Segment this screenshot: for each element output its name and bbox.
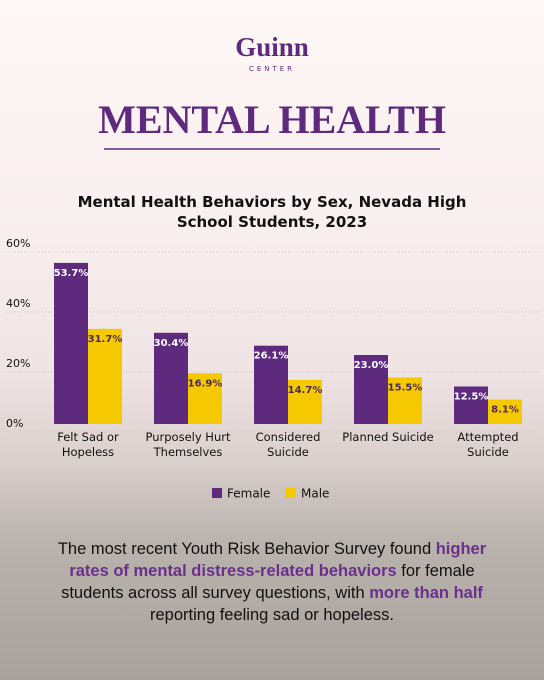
bar: [288, 379, 322, 424]
bar: [388, 377, 422, 424]
chart-title: Mental Health Behaviors by Sex, Nevada H…: [77, 193, 467, 231]
caption-text: reporting feeling sad or hopeless.: [150, 606, 394, 624]
bar: [454, 386, 488, 424]
value-label: 31.7%: [88, 334, 123, 345]
value-label: 26.1%: [254, 351, 289, 362]
caption-highlight: more than half: [369, 584, 483, 602]
caption-highlight: higher rates of mental distress-related …: [69, 540, 487, 580]
x-tick-label: Planned Suicide: [342, 430, 434, 444]
headline: MENTAL HEALTH: [98, 97, 446, 142]
value-label: 14.7%: [288, 385, 323, 396]
x-tick-label: Considered Suicide: [255, 430, 321, 459]
bar: [354, 355, 388, 424]
y-tick-label: 20%: [6, 357, 30, 370]
value-label: 53.7%: [54, 268, 89, 279]
legend-swatch: [212, 488, 222, 498]
caption-text: The most recent Youth Risk Behavior Surv…: [57, 540, 436, 558]
value-label: 15.5%: [388, 383, 423, 394]
y-tick-label: 60%: [6, 237, 30, 250]
caption: The most recent Youth Risk Behavior Surv…: [40, 538, 504, 626]
logo-sub: CENTER: [249, 65, 295, 73]
caption-text: for female students across all survey qu…: [61, 562, 475, 602]
value-label: 23.0%: [354, 360, 389, 371]
bar: [188, 373, 222, 424]
value-label: 12.5%: [454, 392, 489, 403]
value-label: 8.1%: [491, 405, 519, 416]
value-label: 30.4%: [154, 338, 189, 349]
y-tick-label: 40%: [6, 297, 30, 310]
y-tick-label: 0%: [6, 417, 23, 430]
legend-label: Female: [227, 487, 270, 501]
bar: [154, 332, 188, 424]
x-tick-label: Purposely Hurt Themselves: [145, 430, 231, 459]
logo: Guinn: [235, 32, 309, 62]
legend-label: Male: [301, 487, 329, 501]
bar: [54, 262, 88, 424]
bar: [254, 345, 288, 424]
bar: [88, 328, 122, 424]
bar: [488, 399, 522, 424]
x-tick-label: Felt Sad or Hopeless: [57, 430, 119, 459]
legend-swatch: [286, 488, 296, 498]
value-label: 16.9%: [188, 378, 223, 389]
x-tick-label: Attempted Suicide: [457, 430, 519, 459]
